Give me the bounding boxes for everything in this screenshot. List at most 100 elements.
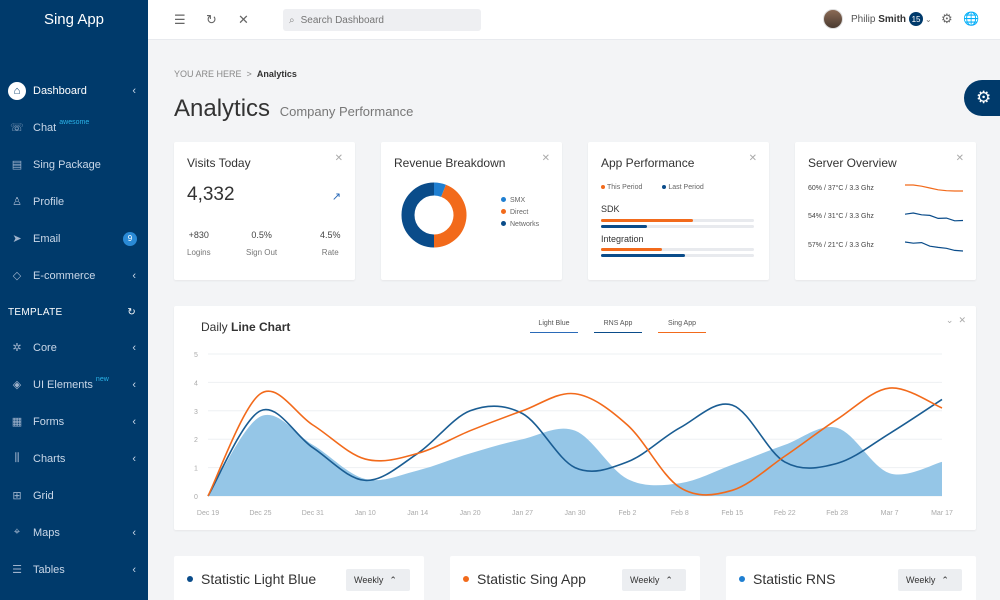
revenue-donut <box>401 182 467 248</box>
card-title: Statistic Light Blue <box>187 571 316 587</box>
sidebar-item-label: Core <box>33 341 57 354</box>
sidebar-item-label: Dashboard <box>33 84 87 97</box>
sidebar-item-charts[interactable]: ⫼ Charts ‹ <box>0 440 148 477</box>
x-tick-label: Dec 31 <box>302 510 324 517</box>
close-icon[interactable]: ✕ <box>955 153 964 164</box>
sidebar-item-sing-package[interactable]: ▤ Sing Package <box>0 146 148 183</box>
x-tick-label: Jan 27 <box>512 510 533 517</box>
title-text: Statistic RNS <box>753 571 836 587</box>
server-sparkline <box>905 212 963 222</box>
chevron-down-icon[interactable]: ⌄ <box>925 14 932 24</box>
avatar[interactable] <box>823 9 843 29</box>
new-tag: new <box>95 376 109 383</box>
series-line-sing-app <box>207 387 943 497</box>
y-tick-label: 2 <box>194 437 198 444</box>
section-label: TEMPLATE <box>8 307 63 318</box>
chevron-left-icon: ‹ <box>132 378 136 391</box>
user-name[interactable]: Philip Smith <box>851 14 906 25</box>
x-tick-label: Jan 30 <box>564 510 585 517</box>
progress-bar <box>601 225 754 228</box>
statistic-card-sing-app: Statistic Sing App Weekly ⌃ <box>450 556 700 600</box>
stat-label: Sign Out <box>246 248 278 257</box>
server-row-text: 60% / 37°C / 3.3 Ghz <box>808 185 874 192</box>
close-icon[interactable]: ✕ <box>748 153 757 164</box>
gears-icon: ⚙ <box>976 88 992 107</box>
performance-card: App Performance ✕ This Period Last Perio… <box>588 142 769 280</box>
chevron-left-icon: ‹ <box>132 452 136 465</box>
x-tick-label: Mar 17 <box>931 510 953 517</box>
chevron-left-icon: ‹ <box>132 526 136 539</box>
stat-value: 4.5% <box>320 230 341 240</box>
card-title: Visits Today <box>187 156 251 170</box>
settings-fab[interactable]: ⚙ <box>964 80 1000 116</box>
gear-icon[interactable]: ⚙ <box>941 11 953 26</box>
statistic-card-rns: Statistic RNS Weekly ⌃ <box>726 556 976 600</box>
sidebar-nav: ⌂ Dashboard ‹ ☏ Chat awesome ▤ Sing Package ♙… <box>0 72 148 588</box>
grid-icon: ⊞ <box>12 490 22 502</box>
table-icon: ☰ <box>12 564 22 576</box>
visits-card: Visits Today ✕ 4,332 ↗ +830 Logins 0.5% Si… <box>174 142 355 280</box>
breadcrumb: YOU ARE HERE > Analytics <box>174 69 297 79</box>
daily-line-chart: 0 1 2 3 4 5 Dec 19 Dec 25 Dec 31 Jan 10 Jan 14 Jan … <box>194 352 953 517</box>
y-tick-label: 5 <box>194 352 198 359</box>
sidebar-item-label: Chat <box>33 121 57 134</box>
x-tick-label: Jan 10 <box>355 510 376 517</box>
perf-label-sdk: SDK <box>601 204 620 214</box>
sidebar-item-label: Grid <box>33 489 54 502</box>
series-area-light-blue <box>208 414 942 496</box>
refresh-icon[interactable]: ↻ <box>206 12 217 27</box>
period-select[interactable]: Weekly ⌃ <box>898 569 962 591</box>
menu-icon[interactable]: ☰ <box>174 12 186 27</box>
sidebar-item-label: Maps <box>33 526 60 539</box>
sidebar-item-profile[interactable]: ♙ Profile <box>0 183 148 220</box>
tab-rns-app[interactable]: RNS App <box>594 320 642 333</box>
layers-icon: ◈ <box>12 379 22 391</box>
page-title: Analytics Company Performance <box>174 95 413 123</box>
home-icon: ⌂ <box>8 81 26 100</box>
sidebar-item-maps[interactable]: ⌖ Maps ‹ <box>0 514 148 551</box>
tab-sing-app[interactable]: Sing App <box>658 320 706 333</box>
profile-icon: ♙ <box>12 196 22 208</box>
page-subtitle: Company Performance <box>279 104 414 119</box>
chevron-down-icon[interactable]: ⌄ <box>945 315 954 325</box>
sidebar-item-ui-elements[interactable]: ◈ UI Elements new ‹ <box>0 366 148 403</box>
sidebar-item-ecommerce[interactable]: ◇ E-commerce ‹ <box>0 257 148 294</box>
select-value: Weekly <box>906 575 936 585</box>
sidebar-item-email[interactable]: ➤ Email 9 <box>0 220 148 257</box>
sidebar-item-label: Sing Package <box>33 158 101 171</box>
server-sparkline <box>905 184 963 192</box>
breadcrumb-current: Analytics <box>256 69 297 79</box>
main-content: YOU ARE HERE > Analytics Analytics Compa… <box>148 40 1000 600</box>
globe-icon[interactable]: 🌐 <box>963 11 980 26</box>
sidebar-section-template[interactable]: TEMPLATE ↻ <box>0 296 148 329</box>
sidebar-item-grid[interactable]: ⊞ Grid <box>0 477 148 514</box>
chat-icon: ☏ <box>10 122 24 134</box>
brand-logo[interactable]: Sing App <box>43 11 105 28</box>
x-tick-label: Dec 19 <box>197 510 219 517</box>
package-icon: ▤ <box>11 159 23 171</box>
sidebar-item-chat[interactable]: ☏ Chat awesome <box>0 109 148 146</box>
legend-dot <box>501 221 506 226</box>
close-icon[interactable]: ✕ <box>238 12 249 27</box>
close-icon[interactable]: ✕ <box>334 153 343 164</box>
period-select[interactable]: Weekly ⌃ <box>622 569 686 591</box>
refresh-icon: ↻ <box>127 307 136 318</box>
sidebar-item-tables[interactable]: ☰ Tables ‹ <box>0 551 148 588</box>
sidebar-item-forms[interactable]: ▦ Forms ‹ <box>0 403 148 440</box>
stat-label: Logins <box>187 248 211 257</box>
close-icon[interactable]: ✕ <box>958 315 966 325</box>
search-box[interactable]: ⌕ <box>283 9 481 31</box>
search-input[interactable] <box>300 14 461 26</box>
bullet-dot <box>187 576 193 582</box>
sidebar-item-core[interactable]: ✲ Core ‹ <box>0 329 148 366</box>
period-select[interactable]: Weekly ⌃ <box>346 569 410 591</box>
progress-fill-last <box>601 254 686 257</box>
tab-light-blue[interactable]: Light Blue <box>530 320 578 333</box>
donut-slice-networks <box>401 182 435 248</box>
legend-dot <box>662 185 667 189</box>
close-icon[interactable]: ✕ <box>541 153 550 164</box>
user-menu[interactable]: Philip Smith 15 ⌄ <box>823 9 932 29</box>
sparkline-path <box>905 184 963 192</box>
donut-slice-smx <box>433 182 446 197</box>
sidebar-item-dashboard[interactable]: ⌂ Dashboard ‹ <box>0 72 148 109</box>
